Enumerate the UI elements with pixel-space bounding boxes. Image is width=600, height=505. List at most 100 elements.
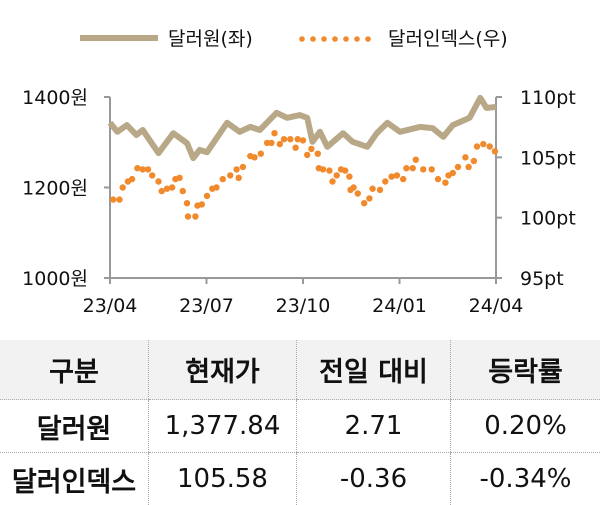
dxy-point (220, 176, 226, 182)
plot-area (110, 98, 498, 220)
dxy-point (442, 180, 448, 186)
x-tick-label: 23/07 (179, 295, 234, 317)
dxy-point (308, 146, 314, 152)
dxy-point (192, 213, 198, 219)
legend: 달러원(좌) 달러인덱스(우) (80, 28, 508, 50)
legend-dxy-swatch (299, 36, 371, 42)
dxy-point (450, 170, 456, 176)
dxy-point (149, 172, 155, 178)
y-right-tick-label: 110pt (520, 87, 576, 109)
dxy-point (400, 176, 406, 182)
dxy-point (361, 200, 367, 206)
dxy-point (199, 201, 205, 207)
dxy-point (281, 136, 287, 142)
x-tick-label: 23/10 (276, 295, 331, 317)
dxy-point (429, 166, 435, 172)
dxy-point (334, 172, 340, 178)
y-left-tick-label: 1400원 (22, 87, 88, 109)
header-price: 현재가 (149, 340, 297, 400)
row-rate: 0.20% (451, 400, 600, 453)
dxy-point (471, 158, 477, 164)
dxy-point (268, 140, 274, 146)
dxy-point (233, 166, 239, 172)
dxy-point (492, 148, 498, 154)
dxy-point (455, 164, 461, 170)
dxy-point (185, 213, 191, 219)
legend-dot (343, 36, 349, 42)
legend-dot (365, 36, 371, 42)
dxy-point (369, 186, 375, 192)
dxy-point (410, 165, 416, 171)
dxy-point (227, 172, 233, 178)
dxy-point (388, 173, 394, 179)
dxy-point (413, 157, 419, 163)
dxy-point (287, 136, 293, 142)
dxy-point (394, 172, 400, 178)
dxy-point (204, 193, 210, 199)
dxy-point (474, 143, 480, 149)
table-row: 달러원 1,377.84 2.71 0.20% (0, 400, 600, 453)
dxy-point (462, 154, 468, 160)
dxy-point (180, 188, 186, 194)
dxy-point (176, 175, 182, 181)
header-change: 전일 대비 (297, 340, 451, 400)
dxy-point (382, 178, 388, 184)
dxy-point (120, 184, 126, 190)
dxy-point (350, 184, 356, 190)
y-right-tick-label: 95pt (520, 268, 564, 290)
row-name: 달러원 (0, 400, 149, 453)
dxy-point (377, 187, 383, 193)
row-rate: -0.34% (451, 453, 600, 505)
header-rate: 등락률 (451, 340, 600, 400)
dxy-point (320, 166, 326, 172)
dxy-point (355, 190, 361, 196)
row-name: 달러인덱스 (0, 453, 149, 505)
y-right-tick-label: 100pt (520, 208, 576, 230)
y-left-tick-label: 1200원 (22, 178, 88, 200)
y-right-tick-label: 105pt (520, 147, 576, 169)
exchange-rate-chart: 달러원(좌) 달러인덱스(우) 1400원 1200원 1000원 110pt 105p… (0, 0, 600, 330)
table-row: 달러인덱스 105.58 -0.36 -0.34% (0, 453, 600, 505)
x-tick-label: 24/01 (372, 295, 427, 317)
dxy-point (366, 195, 372, 201)
dxy-point (145, 166, 151, 172)
dxy-point (134, 165, 140, 171)
x-tick-label: 23/04 (83, 295, 138, 317)
dxy-point (184, 200, 190, 206)
legend-dot (321, 36, 327, 42)
legend-dot (354, 36, 360, 42)
krw-series-line (110, 98, 496, 158)
dxy-point (480, 141, 486, 147)
dxy-point (329, 178, 335, 184)
dxy-point (315, 151, 321, 157)
row-price: 1,377.84 (149, 400, 297, 453)
dxy-point (129, 176, 135, 182)
row-price: 105.58 (149, 453, 297, 505)
dxy-point (342, 167, 348, 173)
dxy-point (346, 173, 352, 179)
dxy-point (240, 164, 246, 170)
x-tick-label: 24/04 (469, 295, 524, 317)
dxy-point (213, 184, 219, 190)
dxy-point (295, 136, 301, 142)
dxy-point (300, 137, 306, 143)
dxy-point (110, 196, 116, 202)
row-change: -0.36 (297, 453, 451, 505)
legend-dot (299, 36, 305, 42)
dxy-point (420, 166, 426, 172)
axes: 1400원 1200원 1000원 110pt 105pt 100pt 95pt 23/04 2… (22, 87, 576, 317)
dxy-point (116, 196, 122, 202)
legend-dot (332, 36, 338, 42)
y-left-tick-label: 1000원 (22, 268, 88, 290)
dxy-point (465, 164, 471, 170)
dxy-point (326, 167, 332, 173)
dxy-point (155, 178, 161, 184)
rate-table: 구분 현재가 전일 대비 등락률 달러원 1,377.84 2.71 0.20%… (0, 340, 600, 505)
dxy-point (435, 176, 441, 182)
legend-krw-label: 달러원(좌) (168, 28, 253, 50)
dxy-point (236, 175, 242, 181)
dxy-point (277, 141, 283, 147)
dxy-point (304, 152, 310, 158)
dxy-point (251, 154, 257, 160)
header-category: 구분 (0, 340, 149, 400)
